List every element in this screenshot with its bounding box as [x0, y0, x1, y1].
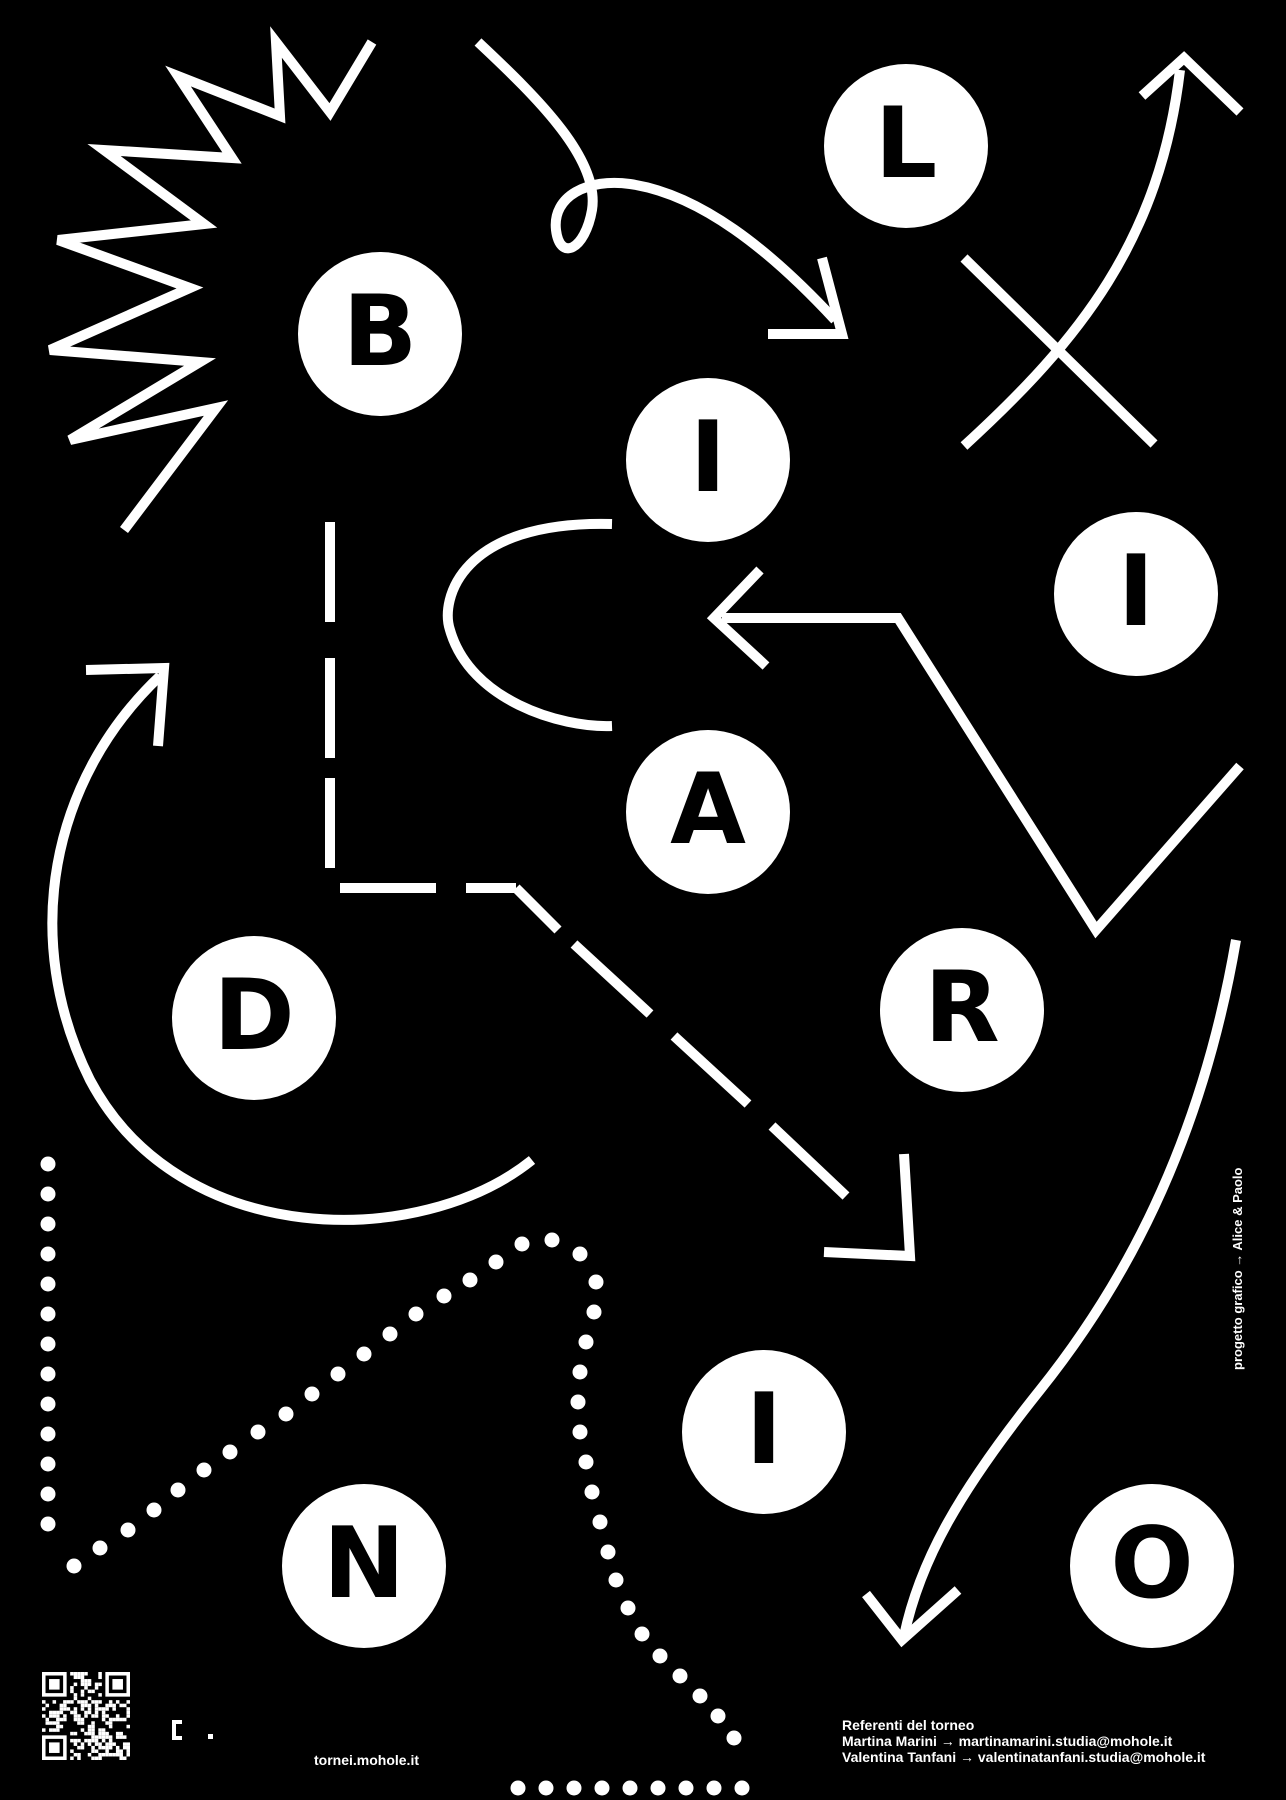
path-dot	[250, 1424, 266, 1440]
path-dot	[304, 1386, 320, 1402]
path-dot	[40, 1156, 56, 1172]
path-dot	[544, 1232, 560, 1248]
right-zigzag-shape	[722, 613, 1244, 939]
path-dot	[510, 1780, 526, 1796]
path-dot	[222, 1444, 238, 1460]
left-arc-shape	[47, 672, 536, 1225]
path-dot	[678, 1780, 694, 1796]
path-dot	[40, 1366, 56, 1382]
path-dot	[572, 1364, 588, 1380]
path-dot	[462, 1272, 478, 1288]
path-dot	[588, 1274, 604, 1290]
dashed-path-head	[823, 1153, 916, 1262]
contacts-block: Referenti del torneo Martina Marini → ma…	[842, 1717, 1205, 1765]
cross-arrow-head	[1138, 51, 1244, 116]
path-dot	[40, 1426, 56, 1442]
letter-ball-i1: I	[626, 378, 790, 542]
path-dot	[650, 1780, 666, 1796]
path-dot	[572, 1424, 588, 1440]
path-dot	[40, 1456, 56, 1472]
path-dot	[538, 1780, 554, 1796]
path-dot	[706, 1780, 722, 1796]
path-dot	[620, 1600, 636, 1616]
path-dot	[622, 1780, 638, 1796]
path-dot	[66, 1558, 82, 1574]
letter-ball-n: N	[282, 1484, 446, 1648]
contact-valentina[interactable]: Valentina Tanfani → valentinatanfani.stu…	[842, 1749, 1206, 1765]
path-dot	[436, 1288, 452, 1304]
mohole-logo-icon	[172, 1720, 213, 1740]
cross-line-2	[960, 69, 1185, 450]
path-dot	[734, 1780, 750, 1796]
path-dot	[652, 1648, 668, 1664]
path-dot	[92, 1540, 108, 1556]
s-curve-shape	[899, 939, 1241, 1638]
path-dot	[40, 1486, 56, 1502]
design-credit: progetto grafico → Alice & Paolo	[1230, 1167, 1245, 1370]
contacts-heading: Referenti del torneo	[842, 1717, 975, 1733]
path-dot	[408, 1306, 424, 1322]
website-link[interactable]: tornei.mohole.it	[314, 1752, 419, 1768]
dashed-path-shape	[325, 522, 850, 1200]
right-zigzag-head	[706, 566, 770, 670]
path-dot	[692, 1688, 708, 1704]
path-dot	[584, 1484, 600, 1500]
path-dot	[40, 1306, 56, 1322]
letter-ball-i3: I	[682, 1350, 846, 1514]
path-dot	[570, 1394, 586, 1410]
path-dot	[40, 1246, 56, 1262]
path-dot	[600, 1544, 616, 1560]
letter-ball-i2: I	[1054, 512, 1218, 676]
path-dot	[120, 1522, 136, 1538]
path-dot	[170, 1482, 186, 1498]
path-dot	[710, 1708, 726, 1724]
qr-code-icon[interactable]	[42, 1672, 130, 1760]
dotted-paths	[40, 1156, 750, 1796]
path-dot	[672, 1668, 688, 1684]
path-dot	[594, 1780, 610, 1796]
path-dot	[566, 1780, 582, 1796]
contact-martina[interactable]: Martina Marini → martinamarini.studia@mo…	[842, 1733, 1173, 1749]
path-dot	[572, 1246, 588, 1262]
path-dot	[634, 1626, 650, 1642]
path-dot	[382, 1326, 398, 1342]
letter-ball-d: D	[172, 936, 336, 1100]
loop-arrow-shape	[474, 38, 839, 324]
letter-ball-b: B	[298, 252, 462, 416]
path-dot	[40, 1276, 56, 1292]
path-dot	[488, 1254, 504, 1270]
path-dot	[146, 1502, 162, 1518]
path-dot	[726, 1730, 742, 1746]
path-dot	[514, 1236, 530, 1252]
path-dot	[586, 1304, 602, 1320]
zigzag-burst-shape	[47, 26, 377, 534]
path-dot	[40, 1186, 56, 1202]
path-dot	[592, 1514, 608, 1530]
path-dot	[330, 1366, 346, 1382]
letter-ball-r: R	[880, 928, 1044, 1092]
left-arc-head	[85, 662, 170, 747]
path-dot	[196, 1462, 212, 1478]
c-arc-shape	[442, 518, 613, 732]
path-dot	[40, 1216, 56, 1232]
path-dot	[356, 1346, 372, 1362]
letter-ball-a: A	[626, 730, 790, 894]
letter-ball-l: L	[824, 64, 988, 228]
path-dot	[278, 1406, 294, 1422]
path-dot	[608, 1572, 624, 1588]
path-dot	[40, 1516, 56, 1532]
letter-ball-o: O	[1070, 1484, 1234, 1648]
path-dot	[40, 1396, 56, 1412]
s-curve-head	[862, 1586, 962, 1648]
path-dot	[578, 1454, 594, 1470]
path-dot	[578, 1334, 594, 1350]
loop-arrow-head	[768, 256, 849, 339]
path-dot	[40, 1336, 56, 1352]
